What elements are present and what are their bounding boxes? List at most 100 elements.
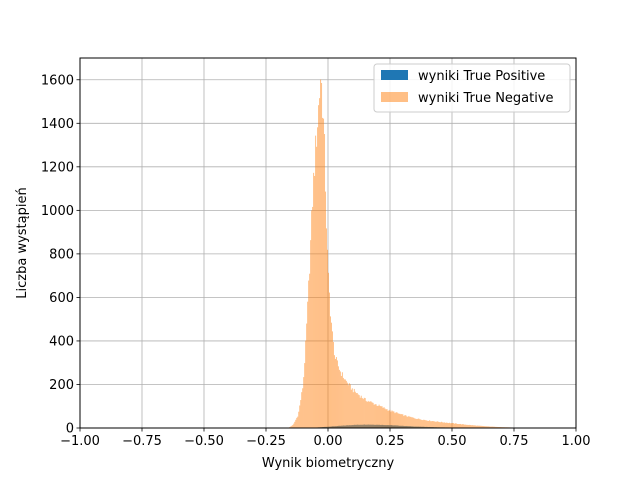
legend-box — [373, 63, 571, 113]
x-tick-label: 0.50 — [438, 434, 467, 449]
histogram-bar — [392, 411, 394, 428]
legend-label-true-positive: wyniki True Positive — [418, 69, 545, 84]
histogram-bar — [398, 413, 400, 428]
histogram-bar — [321, 82, 323, 429]
histogram-bar — [305, 340, 307, 428]
histogram-bar — [359, 397, 361, 428]
histogram-bar — [353, 388, 355, 428]
histogram-bar — [317, 127, 319, 429]
histogram-bar — [449, 422, 451, 428]
histogram-bar — [495, 426, 497, 428]
histogram-bar — [403, 416, 405, 428]
y-tick-label: 0 — [66, 422, 74, 437]
histogram-bar — [437, 421, 439, 428]
histogram-bar — [469, 424, 471, 428]
histogram-bar — [405, 415, 407, 428]
histogram-bar — [486, 426, 488, 428]
histogram-bar — [354, 391, 356, 428]
histogram-bar — [372, 402, 374, 428]
histogram-bar — [485, 426, 487, 428]
histogram-bar — [386, 409, 388, 428]
histogram-bar — [341, 372, 343, 428]
histogram-bar — [436, 421, 438, 428]
histogram-bar — [458, 424, 460, 428]
histogram-bar — [460, 424, 462, 428]
histogram-bar — [301, 392, 303, 428]
histogram-bar — [307, 301, 309, 428]
histogram-bar — [411, 417, 413, 428]
histogram-bar — [360, 395, 362, 428]
histogram-bar — [337, 366, 339, 428]
x-axis-ticks: −1.00 −0.75 −0.50 −0.25 0.00 0.25 0.50 0.75 1.00 — [60, 428, 590, 449]
histogram-bar — [441, 421, 443, 428]
legend-swatch-true-positive — [381, 70, 408, 80]
histogram-bar — [487, 426, 489, 428]
histogram-bar — [493, 426, 495, 428]
histogram-bar — [320, 79, 322, 429]
histogram-bar — [319, 98, 321, 429]
histogram-bar — [365, 400, 367, 428]
histogram-bar — [477, 425, 479, 428]
histogram-bar — [332, 342, 334, 428]
histogram-bar — [399, 413, 401, 428]
histogram-bar — [325, 191, 327, 428]
histogram-bar — [445, 422, 447, 428]
histogram-bar — [366, 401, 368, 428]
histogram-bar — [443, 422, 445, 428]
y-axis-ticks: 0 200 400 600 800 1000 1200 1400 1600 — [41, 73, 80, 437]
histogram-bar — [423, 419, 425, 428]
histogram-bar — [395, 412, 397, 428]
histogram-bar — [467, 424, 469, 428]
histogram-bar — [348, 383, 350, 428]
histogram-bar — [367, 400, 369, 428]
histogram-bar — [457, 424, 459, 428]
histogram-bar — [428, 420, 430, 428]
histogram-bar — [440, 422, 442, 428]
histogram-bar — [290, 426, 292, 428]
histogram-bar — [308, 280, 310, 428]
histogram-bar — [294, 421, 296, 428]
histogram-bar — [407, 416, 409, 428]
histogram-bar — [483, 426, 485, 428]
x-tick-label: −0.75 — [122, 434, 162, 449]
histogram-bar — [463, 424, 465, 428]
histogram-bar — [377, 405, 379, 428]
histogram-bar — [373, 404, 375, 428]
histogram-bar — [426, 420, 428, 428]
histogram-bar — [310, 240, 312, 428]
histogram-bar — [473, 425, 475, 428]
histogram-bar — [352, 392, 354, 428]
x-tick-label: −1.00 — [60, 434, 100, 449]
histogram-bar — [369, 401, 371, 428]
x-tick-label: 0.00 — [314, 434, 343, 449]
histogram-bar — [496, 426, 498, 428]
legend: wyniki True Positive wyniki True Negativ… — [373, 63, 571, 113]
histogram-bar — [351, 388, 353, 428]
histogram-bar — [387, 410, 389, 428]
histogram-bar — [350, 389, 352, 428]
histogram-bar — [371, 402, 373, 428]
histogram-bar — [438, 421, 440, 428]
histogram-bar — [491, 426, 493, 428]
histogram-bar — [468, 424, 470, 428]
histogram-bar — [380, 406, 382, 428]
histogram-bar — [306, 323, 308, 428]
y-tick-label: 1000 — [41, 204, 74, 219]
histogram-bar — [447, 422, 449, 428]
histogram-bar — [292, 424, 294, 428]
histogram-bar — [374, 404, 376, 428]
histogram-bar — [431, 421, 433, 428]
histogram-bar — [429, 420, 431, 428]
histogram-bar — [381, 406, 383, 428]
histogram-bar — [363, 397, 365, 428]
histogram-bar — [465, 424, 467, 428]
y-tick-label: 400 — [49, 334, 74, 349]
histogram-bar — [414, 418, 416, 428]
series-true-negative — [288, 79, 527, 429]
histogram-bar — [432, 421, 434, 428]
histogram-bar — [324, 134, 326, 428]
histogram-bar — [444, 422, 446, 428]
y-axis-label: Liczba wystąpień — [15, 187, 30, 298]
histogram-bar — [315, 135, 317, 429]
